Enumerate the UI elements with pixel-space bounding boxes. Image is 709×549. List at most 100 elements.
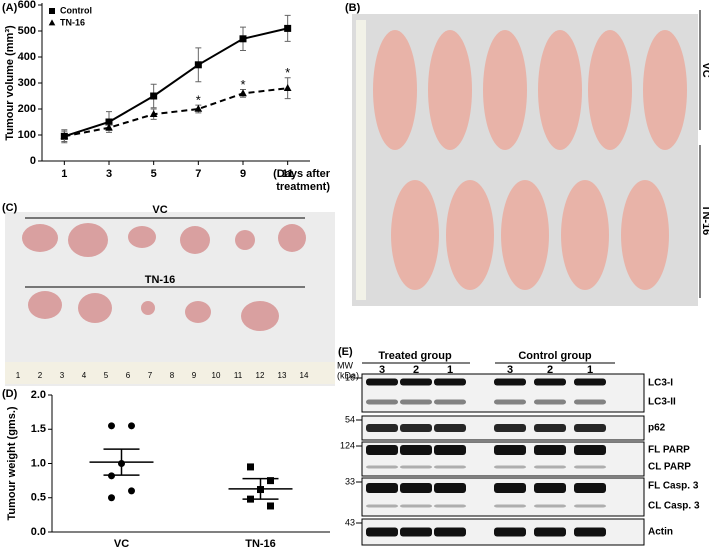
x-tick-label: VC: [114, 538, 129, 549]
mw-label: 33: [345, 476, 355, 486]
band-label: CL PARP: [648, 462, 691, 473]
marker: [239, 35, 247, 43]
blot-band: [494, 445, 526, 455]
ruler: [5, 362, 335, 384]
blot-band: [494, 527, 526, 537]
band-label: FL PARP: [648, 445, 690, 456]
x-tick-label: TN-16: [245, 538, 276, 549]
blot-band: [574, 424, 606, 432]
x-axis-label: (Days after: [273, 168, 331, 180]
blot-band: [494, 465, 526, 469]
annotation: *: [285, 65, 290, 80]
blot-band: [400, 445, 432, 455]
band-label: FL Casp. 3: [648, 481, 699, 492]
y-axis-label: Tumour volume (mm³): [4, 25, 16, 141]
blot-band: [534, 504, 566, 508]
blot-band: [434, 399, 466, 405]
y-tick-label: 400: [18, 51, 36, 63]
mw-label: 16: [345, 372, 355, 382]
group-label: Control group: [518, 350, 592, 362]
blot-band: [574, 445, 606, 455]
blot-band: [366, 424, 398, 432]
mw-title: MW: [337, 360, 353, 370]
marker: [194, 104, 203, 112]
marker: [150, 92, 158, 100]
marker: [105, 123, 113, 131]
ruler-label: 13: [278, 371, 287, 380]
group-label: VC: [700, 62, 709, 77]
ruler-label: 4: [82, 371, 87, 380]
legend-label: Control: [60, 5, 92, 15]
blot-band: [400, 378, 432, 386]
mw-label: 54: [345, 414, 355, 424]
mw-title: (kDa): [337, 370, 359, 380]
ruler-label: 8: [170, 371, 175, 380]
ruler: [356, 20, 366, 300]
blot-band: [494, 424, 526, 432]
blot-band: [434, 465, 466, 469]
ruler-label: 7: [148, 371, 153, 380]
blot-band: [534, 399, 566, 405]
annotation: *: [196, 93, 201, 108]
blot-band: [366, 527, 398, 537]
blot-band: [366, 399, 398, 405]
x-tick-label: 1: [61, 168, 67, 180]
blot-band: [574, 527, 606, 537]
ruler-label: 6: [126, 371, 131, 380]
ruler-label: 10: [212, 371, 221, 380]
y-tick-label: 0.0: [31, 526, 46, 538]
marker: [108, 422, 115, 430]
ruler-label: 11: [234, 371, 243, 380]
marker: [128, 487, 135, 495]
ruler-label: 1: [16, 371, 21, 380]
y-tick-label: 100: [18, 129, 36, 141]
marker: [48, 19, 56, 26]
marker: [247, 463, 254, 471]
lane-label: 2: [413, 364, 419, 376]
blot-band: [400, 504, 432, 508]
marker: [283, 84, 292, 91]
blot-band: [494, 399, 526, 405]
blot-band: [400, 527, 432, 537]
blot-band: [366, 378, 398, 386]
tumours: [22, 223, 306, 331]
blot-band: [400, 483, 432, 493]
x-tick-label: 11: [282, 168, 294, 180]
blot-band: [434, 378, 466, 386]
panel-label: (B): [345, 2, 361, 14]
blot-band: [434, 504, 466, 508]
lane-label: 3: [379, 364, 385, 376]
marker: [267, 502, 274, 510]
marker: [239, 89, 247, 97]
ruler-label: 14: [300, 371, 309, 380]
mw-label: 43: [345, 517, 355, 527]
blot-band: [366, 483, 398, 493]
marker: [49, 8, 55, 14]
blot-band: [366, 504, 398, 508]
blot-band: [574, 465, 606, 469]
blot-band: [434, 424, 466, 432]
marker: [194, 61, 202, 69]
blot-band: [534, 483, 566, 493]
sem-bar: [103, 448, 140, 476]
x-tick-label: 7: [195, 168, 201, 180]
x-axis-label: treatment): [276, 181, 330, 193]
lane-label: 1: [447, 364, 453, 376]
blot-band: [400, 465, 432, 469]
band-label: LC3-I: [648, 378, 673, 389]
mw-label: 124: [340, 440, 355, 450]
lane-label: 3: [507, 364, 513, 376]
blot-band: [574, 378, 606, 386]
group-label: VC: [152, 204, 167, 216]
ruler-label: 9: [192, 371, 197, 380]
marker: [267, 477, 274, 485]
y-tick-label: 500: [18, 25, 36, 37]
marker: [149, 110, 158, 117]
blot-band: [534, 424, 566, 432]
blot-band: [574, 504, 606, 508]
blot-band: [400, 399, 432, 405]
series-line: [64, 27, 288, 138]
blot-band: [434, 483, 466, 493]
y-tick-label: 0: [30, 155, 36, 167]
group-label: Treated group: [378, 350, 452, 362]
